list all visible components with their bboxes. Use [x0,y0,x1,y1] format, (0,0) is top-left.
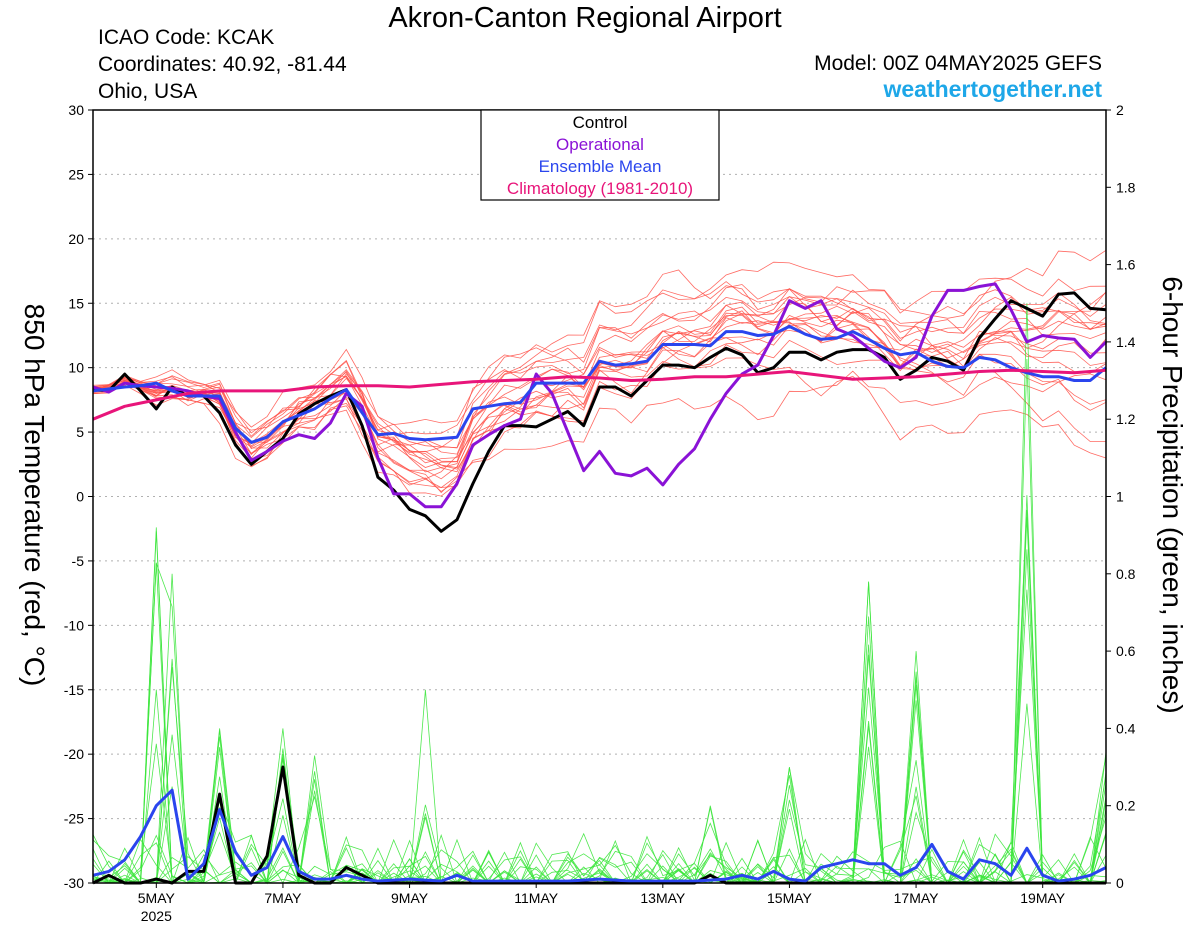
x-tick-label: 19MAY [1020,890,1066,906]
chart-title: Akron-Canton Regional Airport [388,2,782,34]
y-left-tick-label: 15 [68,295,84,311]
ensemble-precip-member [93,531,1106,885]
ensemble-temperature-member [92,296,1107,489]
x-tick-label: 9MAY [391,890,429,906]
y-left-tick-label: -5 [72,553,85,569]
x-tick-sublabel: 2025 [141,908,172,924]
ensemble-precip-member [93,527,1107,885]
y-left-tick-label: -25 [64,811,84,827]
x-tick-label: 15MAY [767,890,813,906]
x-tick-label: 7MAY [264,890,302,906]
x-tick-label: 11MAY [514,890,558,906]
ensemble-precip-member [92,573,1107,884]
operational-temperature-line [92,282,1108,509]
y-right-tick-label: 1 [1116,489,1124,505]
model-run: Model: 00Z 04MAY2025 GEFS [814,52,1102,75]
ensemble-precip-member [93,644,1107,884]
y-left-tick-label: 10 [68,360,84,376]
y-right-tick-label: 0.6 [1116,643,1136,659]
y-left-tick-label: 5 [76,424,84,440]
climatology-1981-2010-temperature-line [92,368,1107,421]
x-tick-label: 17MAY [894,890,940,906]
icao-code: ICAO Code: KCAK [98,26,275,49]
ensemble-temperature-member [92,324,1107,473]
ensemble-precip-member [93,616,1107,884]
y-right-tick-label: 1.4 [1116,334,1136,350]
y-right-tick-label: 0 [1116,875,1124,891]
site-credit: weathertogether.net [883,76,1102,102]
ensemble-temperature-member [92,269,1107,456]
ensemble-precip-member [92,495,1107,884]
ensemble-temperature-member [92,370,1107,494]
y-left-tick-label: -15 [64,682,84,698]
legend-entry: Climatology (1981-2010) [507,179,693,198]
y-left-tick-label: -20 [64,746,84,762]
y-left-tick-label: 20 [68,231,84,247]
coordinates: Coordinates: 40.92, -81.44 [98,53,347,76]
y-right-tick-label: 0.8 [1116,566,1136,582]
y-right-tick-label: 1.8 [1116,179,1136,195]
region: Ohio, USA [98,80,198,103]
x-tick-label: 5MAY [138,890,176,906]
y-right-tick-label: 0.2 [1116,798,1136,814]
ensemble-temperature-member [92,310,1107,469]
y-right-tick-label: 1.6 [1116,257,1136,273]
legend-entry: Control [573,113,628,132]
y-right-tick-label: 2 [1116,102,1124,118]
x-tick-label: 13MAY [640,890,686,906]
y-left-tick-label: 25 [68,166,84,182]
ensemble-temperature-member [92,296,1107,439]
ensemble-temperature-member [92,312,1107,470]
ensemble-temperature-member [92,277,1107,428]
ensemble-mean-temperature-line [92,324,1107,444]
ensemble-mean-precip-line [92,788,1107,883]
ensemble-temperature-member [92,314,1107,473]
legend-box [480,109,720,201]
y-right-tick-label: 0.4 [1116,720,1136,736]
y-left-tick-label: 0 [76,489,84,505]
y-left-tick-label: -10 [64,617,84,633]
ensemble-precip-member [92,549,1107,885]
ensemble-precip-member [93,517,1107,885]
y-right-tick-label: 1.2 [1116,411,1136,427]
ensemble-precip-member [92,589,1107,884]
legend-entry: Ensemble Mean [539,157,662,176]
legend: Control Operational Ensemble Mean Climatolo… [480,109,720,201]
ensemble-precip-member [92,509,1107,885]
y-left-tick-label: -30 [64,875,84,891]
legend-entry: Operational [556,135,644,154]
ensemble-precip-member [92,658,1107,884]
gridlines [93,173,1106,820]
y-left-tick-label: 30 [68,102,84,118]
